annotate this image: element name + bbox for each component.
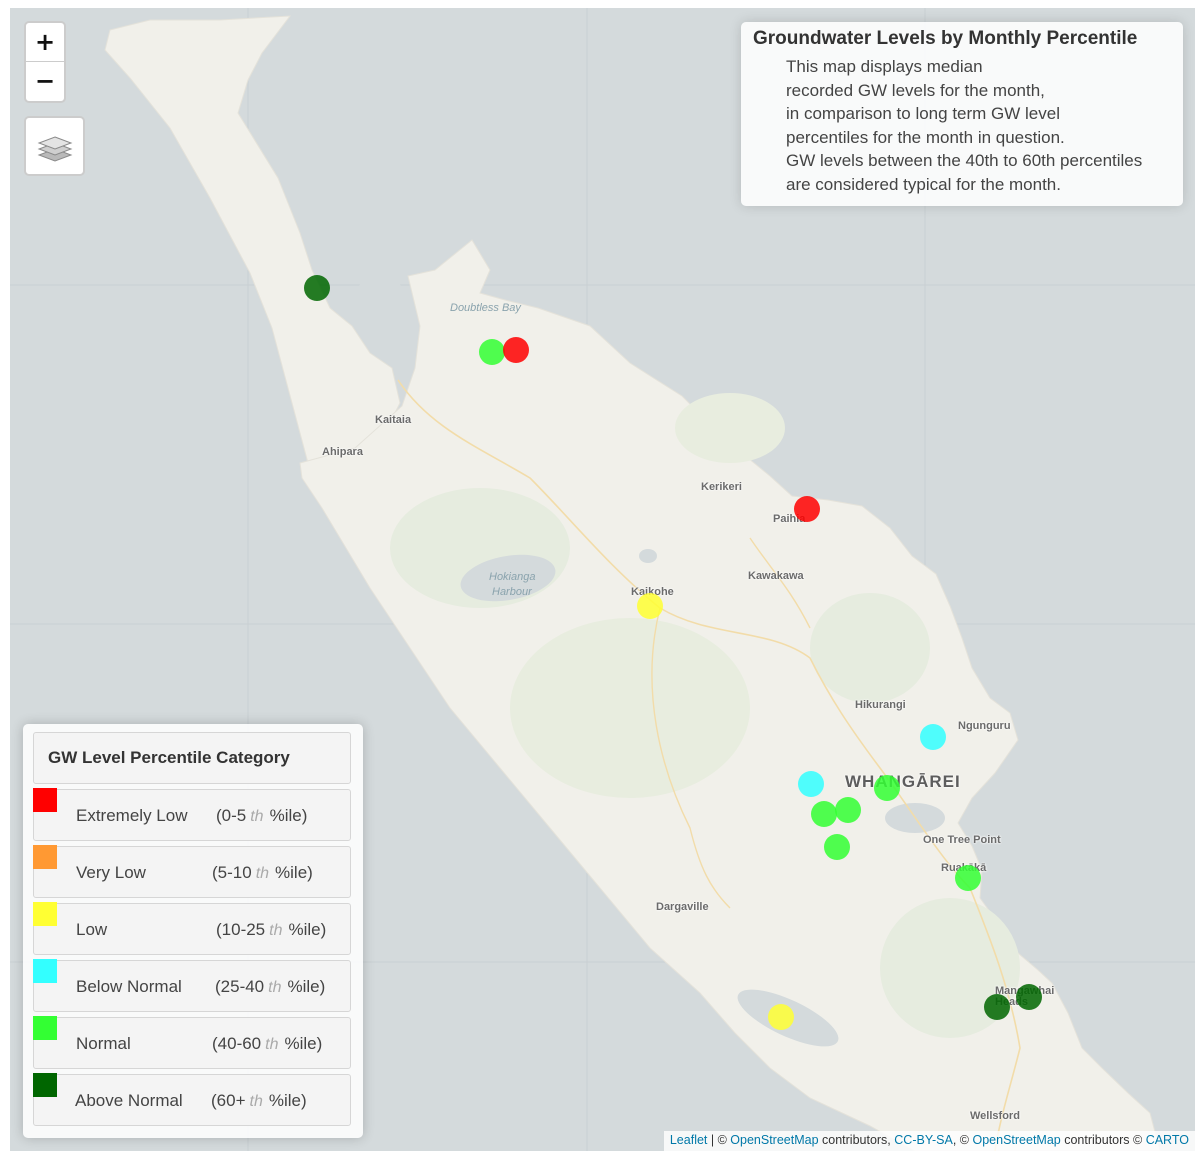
- station-marker[interactable]: [503, 337, 529, 363]
- place-label-ahipara: Ahipara: [322, 446, 363, 458]
- legend-swatch: [33, 845, 57, 869]
- attribution: Leaflet | © OpenStreetMap contributors, …: [663, 1131, 1195, 1151]
- legend-range-start: (40-60: [212, 1034, 262, 1053]
- station-marker[interactable]: [479, 339, 505, 365]
- place-label-whangarei: WHANGĀREI: [845, 772, 961, 791]
- attribution-text: , ©: [952, 1133, 973, 1147]
- station-marker[interactable]: [955, 865, 981, 891]
- layers-button[interactable]: [24, 116, 85, 176]
- station-marker[interactable]: [798, 771, 824, 797]
- map[interactable]: Doubtless Bay Kaitaia Ahipara Kerikeri P…: [10, 8, 1195, 1151]
- legend-range-end: %ile): [275, 863, 313, 882]
- info-line: GW levels between the 40th to 60th perce…: [786, 151, 1143, 171]
- station-marker[interactable]: [768, 1004, 794, 1030]
- station-marker[interactable]: [637, 593, 663, 619]
- info-line: are considered typical for the month.: [786, 174, 1061, 194]
- legend-range-start: (5-10: [212, 863, 252, 882]
- place-label-ngunguru: Ngunguru: [958, 720, 1011, 732]
- legend-title: GW Level Percentile Category: [33, 732, 351, 784]
- legend-item-label: Below Normal: [76, 977, 182, 996]
- legend-swatch: [33, 788, 57, 812]
- legend-range-th: th: [269, 922, 283, 939]
- station-marker[interactable]: [824, 834, 850, 860]
- legend-item-range: (25-40 th %ile): [215, 977, 325, 997]
- station-marker[interactable]: [1016, 984, 1042, 1010]
- legend-item-normal: Normal (40-60 th %ile): [33, 1016, 351, 1069]
- place-label-harbour: Harbour: [492, 586, 532, 598]
- zoom-out-button[interactable]: −: [34, 67, 56, 95]
- legend-range-start: (10-25: [216, 920, 266, 939]
- layers-icon: [37, 136, 72, 162]
- legend-item-label: Normal: [76, 1034, 131, 1053]
- legend-item-below-normal: Below Normal (25-40 th %ile): [33, 959, 351, 1012]
- legend-item-label: Very Low: [76, 863, 146, 882]
- legend-swatch: [33, 902, 57, 926]
- legend-swatch: [33, 959, 57, 983]
- legend-range-end: %ile): [268, 1091, 307, 1110]
- legend-range-end: %ile): [269, 806, 308, 825]
- legend-swatch: [33, 1073, 57, 1097]
- place-label-hokianga: Hokianga: [489, 571, 536, 583]
- info-title: Groundwater Levels by Monthly Percentile: [753, 28, 1138, 49]
- legend-range-start: (60+: [211, 1091, 246, 1110]
- legend-item-range: (5-10 th %ile): [212, 863, 313, 883]
- station-marker[interactable]: [874, 775, 900, 801]
- zoom-control: + −: [24, 21, 66, 103]
- legend-item-above-normal: Above Normal (60+ th %ile): [33, 1073, 351, 1126]
- legend-item-label: Above Normal: [75, 1091, 183, 1110]
- legend-range-th: th: [265, 1036, 279, 1053]
- legend-range-end: %ile): [284, 1034, 323, 1053]
- station-marker[interactable]: [920, 724, 946, 750]
- cc-by-sa-link[interactable]: CC-BY-SA: [894, 1133, 953, 1147]
- info-line: in comparison to long term GW level: [786, 104, 1060, 124]
- legend-item-label: Extremely Low: [76, 806, 188, 825]
- place-label-doubtless-bay: Doubtless Bay: [450, 302, 521, 314]
- legend-range-end: %ile): [288, 920, 327, 939]
- legend-item-range: (40-60 th %ile): [212, 1034, 322, 1054]
- legend-item-low: Low (10-25 th %ile): [33, 902, 351, 955]
- place-label-hikurangi: Hikurangi: [855, 699, 906, 711]
- place-label-one-tree-point: One Tree Point: [923, 834, 1001, 846]
- attribution-text: | ©: [707, 1133, 731, 1147]
- legend-item-range: (60+ th %ile): [211, 1091, 307, 1111]
- attribution-text: contributors ©: [1060, 1133, 1146, 1147]
- leaflet-link[interactable]: Leaflet: [669, 1133, 708, 1147]
- legend-item-range: (10-25 th %ile): [216, 920, 326, 940]
- place-label-dargaville: Dargaville: [656, 901, 709, 913]
- info-line: percentiles for the month in question.: [786, 127, 1065, 147]
- osm-link[interactable]: OpenStreetMap: [730, 1133, 819, 1147]
- legend-item-extremely-low: Extremely Low (0-5 th %ile): [33, 788, 351, 841]
- legend: GW Level Percentile Category Extremely L…: [23, 724, 363, 1138]
- station-marker[interactable]: [984, 994, 1010, 1020]
- legend-item-label: Low: [76, 920, 108, 939]
- osm-link[interactable]: OpenStreetMap: [972, 1133, 1061, 1147]
- legend-range-th: th: [249, 1093, 263, 1110]
- attribution-text: contributors,: [818, 1133, 895, 1147]
- place-label-kawakawa: Kawakawa: [748, 570, 804, 582]
- legend-range-end: %ile): [287, 977, 326, 996]
- place-label-kaitaia: Kaitaia: [375, 414, 412, 426]
- legend-item-range: (0-5 th %ile): [216, 806, 307, 826]
- station-marker[interactable]: [835, 797, 861, 823]
- station-marker[interactable]: [794, 496, 820, 522]
- legend-range-th: th: [250, 808, 264, 825]
- place-label-kerikeri: Kerikeri: [701, 481, 742, 493]
- legend-item-very-low: Very Low (5-10 th %ile): [33, 845, 351, 898]
- legend-range-start: (0-5: [216, 806, 247, 825]
- station-marker[interactable]: [811, 801, 837, 827]
- place-label-wellsford: Wellsford: [970, 1110, 1020, 1122]
- legend-swatch: [33, 1016, 57, 1040]
- legend-range-th: th: [255, 865, 270, 882]
- info-line: This map displays median: [786, 57, 983, 76]
- info-panel: Groundwater Levels by Monthly Percentile…: [741, 22, 1183, 206]
- legend-range-th: th: [268, 979, 282, 996]
- carto-link[interactable]: CARTO: [1145, 1133, 1189, 1147]
- legend-range-start: (25-40: [215, 977, 265, 996]
- zoom-in-button[interactable]: +: [26, 23, 64, 62]
- station-marker[interactable]: [304, 275, 330, 301]
- info-line: recorded GW levels for the month,: [786, 80, 1045, 100]
